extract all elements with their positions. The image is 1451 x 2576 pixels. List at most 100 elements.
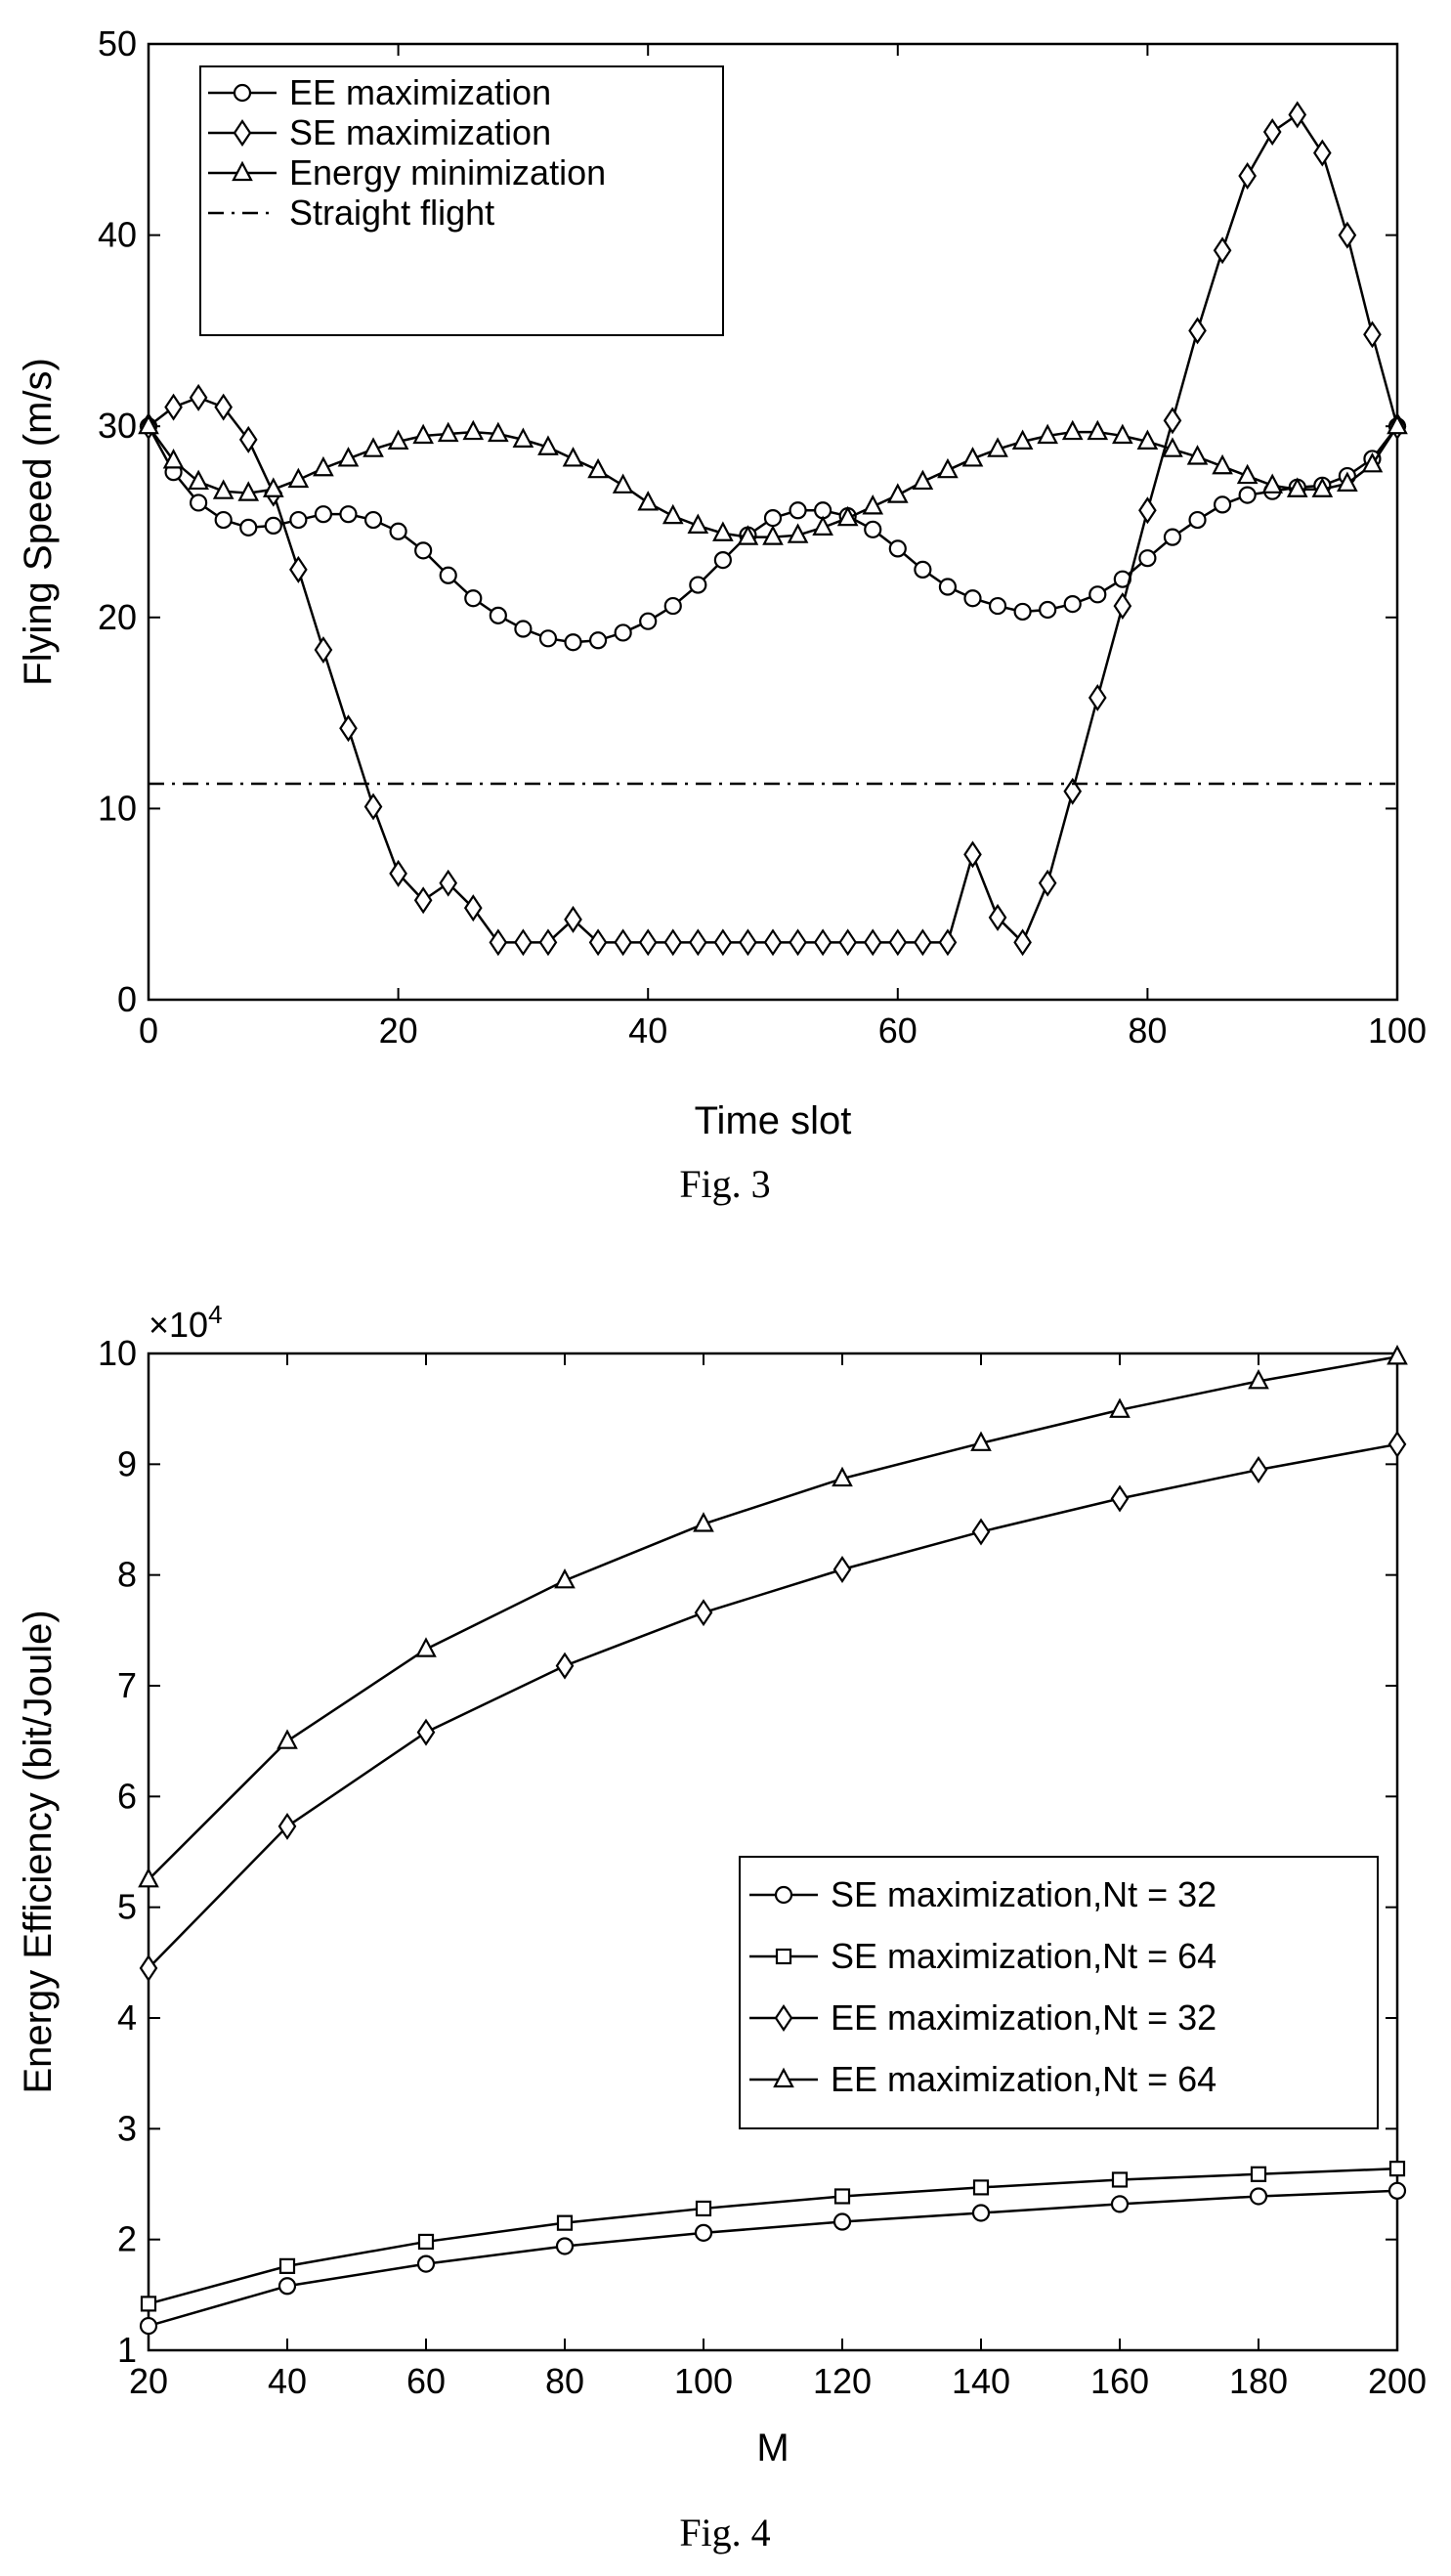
data-point bbox=[1188, 510, 1207, 530]
legend-label: Energy minimization bbox=[289, 152, 606, 193]
legend-box bbox=[199, 65, 724, 336]
data-point bbox=[212, 479, 235, 499]
data-point bbox=[1337, 471, 1358, 492]
y-tick-label: 9 bbox=[117, 1443, 137, 1483]
data-point bbox=[489, 606, 507, 624]
x-tick-label: 20 bbox=[379, 1010, 418, 1051]
legend-entry: EE maximization,Nt = 64 bbox=[749, 2059, 1216, 2099]
legend-entry: Straight flight bbox=[208, 193, 494, 233]
legend-label: Straight flight bbox=[289, 193, 494, 233]
x-tick-label: 120 bbox=[813, 2361, 872, 2401]
legend-box bbox=[739, 1856, 1379, 2129]
x-tick-label: 40 bbox=[268, 2361, 307, 2401]
data-point bbox=[439, 869, 458, 897]
legend-label: SE maximization bbox=[289, 112, 551, 152]
data-point bbox=[1387, 413, 1408, 435]
data-point bbox=[1387, 2181, 1407, 2200]
data-point bbox=[363, 510, 383, 530]
data-point bbox=[763, 928, 783, 957]
data-point bbox=[437, 421, 459, 443]
x-tick-label: 80 bbox=[545, 2361, 584, 2401]
y-tick-label: 5 bbox=[117, 1887, 137, 1927]
data-point bbox=[464, 589, 483, 608]
data-point bbox=[1361, 451, 1384, 473]
data-point bbox=[912, 469, 934, 491]
data-point bbox=[412, 423, 434, 445]
data-point bbox=[888, 928, 908, 957]
data-point bbox=[1138, 496, 1157, 525]
data-point bbox=[538, 629, 558, 648]
data-point bbox=[389, 522, 407, 540]
data-point bbox=[339, 714, 358, 743]
x-tick-label: 80 bbox=[1128, 1010, 1167, 1051]
data-point bbox=[1213, 495, 1232, 514]
legend: SE maximization,Nt = 32 SE maximization,N… bbox=[739, 1856, 1379, 2129]
legend-label: EE maximization,Nt = 64 bbox=[831, 2059, 1216, 2099]
data-point bbox=[1238, 161, 1257, 190]
data-point bbox=[1363, 321, 1382, 349]
y-tick-label: 40 bbox=[98, 215, 137, 255]
data-point bbox=[1112, 423, 1133, 445]
y-axis-label: Flying Speed (m/s) bbox=[17, 358, 60, 686]
data-point bbox=[663, 928, 683, 957]
legend-marker bbox=[233, 83, 252, 103]
data-point bbox=[863, 928, 882, 957]
data-point bbox=[1013, 602, 1032, 622]
data-point bbox=[314, 636, 333, 665]
x-tick-label: 200 bbox=[1368, 2361, 1427, 2401]
data-point bbox=[1163, 528, 1182, 546]
y-tick-label: 8 bbox=[117, 1555, 137, 1595]
data-point bbox=[189, 383, 208, 411]
y-tick-label: 10 bbox=[98, 1333, 137, 1373]
x-tick-label: 160 bbox=[1090, 2361, 1149, 2401]
x-tick-label: 100 bbox=[674, 2361, 733, 2401]
data-point bbox=[833, 2188, 851, 2205]
data-point bbox=[1110, 1484, 1130, 1513]
data-point bbox=[1186, 445, 1209, 465]
data-point bbox=[832, 2212, 852, 2231]
series-2 bbox=[138, 413, 1408, 545]
series-line bbox=[148, 2189, 1398, 2328]
data-point bbox=[363, 793, 383, 821]
data-point bbox=[638, 928, 658, 957]
data-point bbox=[1087, 419, 1109, 441]
data-point bbox=[1188, 317, 1207, 345]
data-point bbox=[538, 928, 558, 957]
legend-entry: EE maximization bbox=[208, 72, 551, 112]
data-point bbox=[1213, 236, 1232, 265]
data-point bbox=[713, 928, 733, 957]
data-point bbox=[337, 447, 360, 467]
data-point bbox=[514, 928, 533, 957]
data-point bbox=[1088, 585, 1107, 604]
data-point bbox=[914, 560, 932, 580]
data-point bbox=[488, 421, 509, 443]
y-tick-label: 20 bbox=[98, 597, 137, 637]
data-point bbox=[1013, 928, 1032, 957]
data-point bbox=[1236, 463, 1259, 485]
data-point bbox=[415, 1637, 437, 1657]
series-2 bbox=[139, 1430, 1407, 1982]
data-point bbox=[587, 457, 609, 479]
legend-marker bbox=[233, 119, 252, 147]
data-point bbox=[713, 551, 732, 570]
data-point bbox=[140, 2296, 157, 2312]
legend-entry: Energy minimization bbox=[208, 152, 606, 193]
data-point bbox=[1388, 2161, 1406, 2177]
data-point bbox=[138, 1867, 159, 1888]
series-0 bbox=[139, 2181, 1407, 2336]
data-point bbox=[637, 491, 660, 511]
y-tick-label: 30 bbox=[98, 406, 137, 446]
data-point bbox=[971, 2204, 991, 2222]
plot-area-frame bbox=[147, 1352, 1399, 2352]
chart-flying-speed: 0 20 40 60 80 100 0 10 20 30 40 50 Time slot Flying… bbox=[17, 23, 1427, 1206]
data-point bbox=[832, 1556, 852, 1583]
y-tick-label: 1 bbox=[117, 2330, 137, 2370]
data-point bbox=[888, 539, 907, 558]
chart-energy-efficiency: 20 40 60 80 100 120 140 160 180 200 1 2 3 4 5 6 7 8 9 10 ×1… bbox=[17, 1300, 1427, 2555]
data-point bbox=[489, 928, 508, 957]
data-point bbox=[886, 483, 909, 503]
data-point bbox=[139, 2316, 158, 2336]
data-point bbox=[963, 589, 982, 608]
data-point bbox=[1162, 437, 1183, 457]
